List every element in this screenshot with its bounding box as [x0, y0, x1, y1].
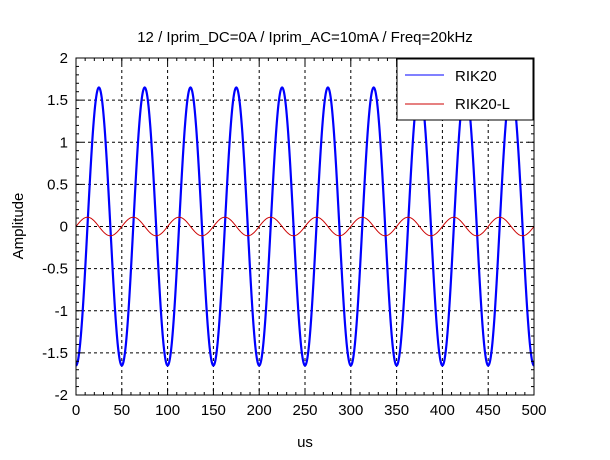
y-axis-label: Amplitude [10, 193, 27, 260]
series-line-rik20 [75, 86, 535, 367]
legend-label-rik20: RIK20 [455, 68, 497, 85]
y-tick-label: -1.5 [42, 345, 68, 362]
y-tick-label: 1.5 [47, 92, 68, 109]
ticks: 0 50 100 150 200 250 300 350 400 450 50021.510.50-… [42, 50, 546, 419]
legend-label-rik20-l: RIK20-L [455, 96, 510, 113]
x-axis-label: us [297, 434, 313, 451]
x-tick-label: 400 [430, 402, 455, 419]
x-tick-label: 250 [292, 402, 317, 419]
legend: RIK20 RIK20-L [396, 58, 534, 121]
y-tick-label: 0.5 [47, 176, 68, 193]
x-tick-label: 200 [247, 402, 272, 419]
chart-title: 12 / Iprim_DC=0A / Iprim_AC=10mA / Freq=… [137, 29, 473, 46]
y-tick-label: -1 [55, 303, 68, 320]
series-layer [75, 86, 535, 367]
legend-box [396, 58, 534, 121]
x-tick-label: 350 [384, 402, 409, 419]
y-tick-label: 1 [60, 134, 68, 151]
x-tick-label: 300 [338, 402, 363, 419]
x-tick-label: 0 [72, 402, 80, 419]
x-tick-label: 500 [521, 402, 546, 419]
y-tick-label: -2 [55, 387, 68, 404]
plot-frame [75, 57, 535, 396]
x-tick-label: 450 [476, 402, 501, 419]
y-tick-label: -0.5 [42, 261, 68, 278]
y-tick-label: 0 [60, 219, 68, 236]
x-tick-label: 150 [201, 402, 226, 419]
series-line-rik20-l [75, 216, 535, 237]
x-tick-label: 100 [155, 402, 180, 419]
x-tick-label: 50 [113, 402, 130, 419]
y-tick-label: 2 [60, 50, 68, 67]
